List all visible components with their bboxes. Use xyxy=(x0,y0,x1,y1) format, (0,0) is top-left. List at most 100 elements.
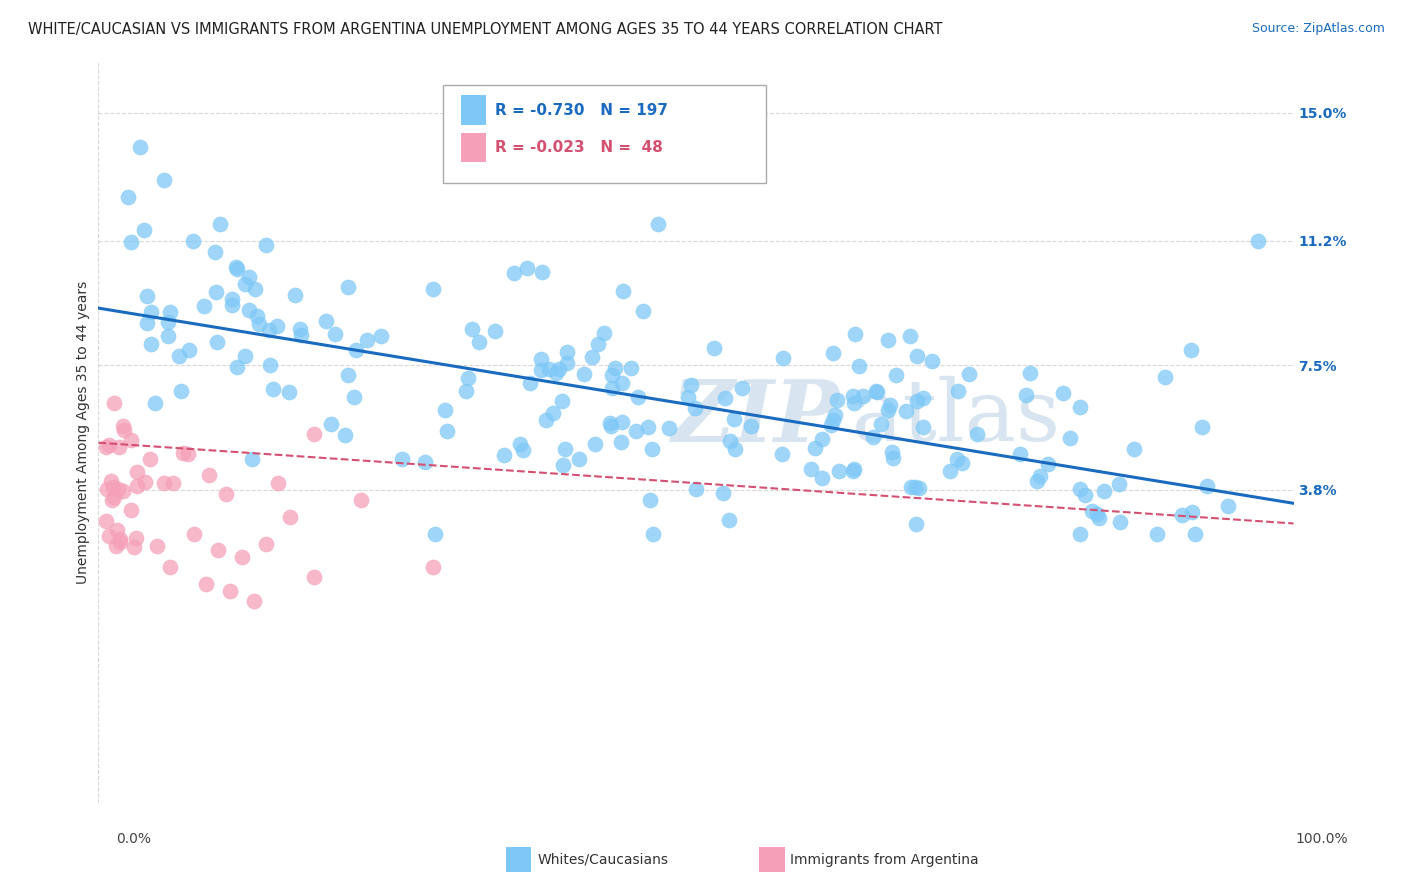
Point xyxy=(267,476,290,491)
Point xyxy=(842,464,865,478)
Point xyxy=(1028,469,1050,483)
Point xyxy=(583,437,606,451)
Point xyxy=(219,583,242,598)
Point xyxy=(325,326,347,341)
Point xyxy=(502,266,524,280)
Point xyxy=(1059,431,1081,445)
Point xyxy=(820,417,842,432)
Point xyxy=(912,391,935,405)
Point xyxy=(135,289,157,303)
Point xyxy=(685,401,707,415)
Point xyxy=(254,238,277,252)
Point xyxy=(1109,515,1132,529)
Point xyxy=(713,391,735,405)
Point xyxy=(1123,442,1146,456)
Point xyxy=(1181,505,1204,519)
Point xyxy=(592,326,614,341)
Point xyxy=(259,358,281,372)
Point xyxy=(172,446,194,460)
Point xyxy=(900,479,922,493)
Point xyxy=(811,471,834,485)
Point xyxy=(179,343,201,358)
Point xyxy=(718,513,741,527)
Point xyxy=(120,434,142,448)
Point xyxy=(98,438,121,452)
Text: R = -0.730   N = 197: R = -0.730 N = 197 xyxy=(495,103,668,118)
Point xyxy=(811,432,834,446)
Point xyxy=(221,293,243,307)
Point xyxy=(112,424,135,438)
Point xyxy=(912,420,935,434)
Point xyxy=(231,550,253,565)
Point xyxy=(1146,526,1168,541)
Point xyxy=(551,458,574,473)
Point xyxy=(207,543,229,558)
Point xyxy=(1010,447,1032,461)
Point xyxy=(1018,367,1040,381)
Point xyxy=(908,481,931,495)
Point xyxy=(1015,387,1038,401)
Point xyxy=(637,420,659,434)
Point xyxy=(1108,476,1130,491)
Point xyxy=(215,487,238,501)
Point xyxy=(548,361,571,376)
Point xyxy=(825,393,848,408)
Point xyxy=(356,333,378,347)
Point xyxy=(938,464,960,478)
Point xyxy=(620,361,643,376)
Point xyxy=(711,485,734,500)
Point xyxy=(209,217,232,231)
Point xyxy=(278,509,301,524)
Point xyxy=(631,304,654,318)
Point xyxy=(551,394,574,409)
Point xyxy=(1197,479,1219,493)
Point xyxy=(181,235,204,249)
Point xyxy=(238,303,260,318)
Text: 0.0%: 0.0% xyxy=(117,832,150,846)
Point xyxy=(484,324,506,338)
Point xyxy=(610,415,633,429)
Point xyxy=(117,190,139,204)
Point xyxy=(413,455,436,469)
Point xyxy=(243,282,266,296)
Point xyxy=(516,260,538,275)
Point xyxy=(344,343,367,358)
Point xyxy=(183,526,205,541)
Point xyxy=(599,416,621,430)
Point xyxy=(904,516,927,531)
Point xyxy=(1180,343,1202,357)
Point xyxy=(156,315,179,329)
Point xyxy=(627,390,650,404)
Point xyxy=(530,362,553,376)
Point xyxy=(950,456,973,470)
Point xyxy=(555,356,578,370)
Point xyxy=(581,350,603,364)
Point xyxy=(436,425,458,439)
Point xyxy=(139,336,162,351)
Point xyxy=(243,594,266,608)
Point xyxy=(844,462,866,476)
Point xyxy=(246,309,269,323)
Point xyxy=(288,322,311,336)
Point xyxy=(257,323,280,337)
Text: ZIP: ZIP xyxy=(672,376,839,459)
Point xyxy=(391,451,413,466)
Point xyxy=(467,334,489,349)
Point xyxy=(1094,484,1116,499)
Point xyxy=(302,570,325,584)
Point xyxy=(848,359,870,373)
Text: WHITE/CAUCASIAN VS IMMIGRANTS FROM ARGENTINA UNEMPLOYMENT AMONG AGES 35 TO 44 YE: WHITE/CAUCASIAN VS IMMIGRANTS FROM ARGEN… xyxy=(28,22,942,37)
Point xyxy=(568,451,591,466)
Point xyxy=(96,514,118,528)
Point xyxy=(1069,526,1091,541)
Point xyxy=(862,430,884,444)
Point xyxy=(946,384,969,399)
Point xyxy=(457,371,479,385)
Point xyxy=(122,540,145,554)
Point xyxy=(94,440,117,454)
Point xyxy=(921,353,943,368)
Point xyxy=(1171,508,1194,522)
Point xyxy=(638,493,661,508)
Point xyxy=(105,524,128,538)
Point xyxy=(882,451,904,466)
